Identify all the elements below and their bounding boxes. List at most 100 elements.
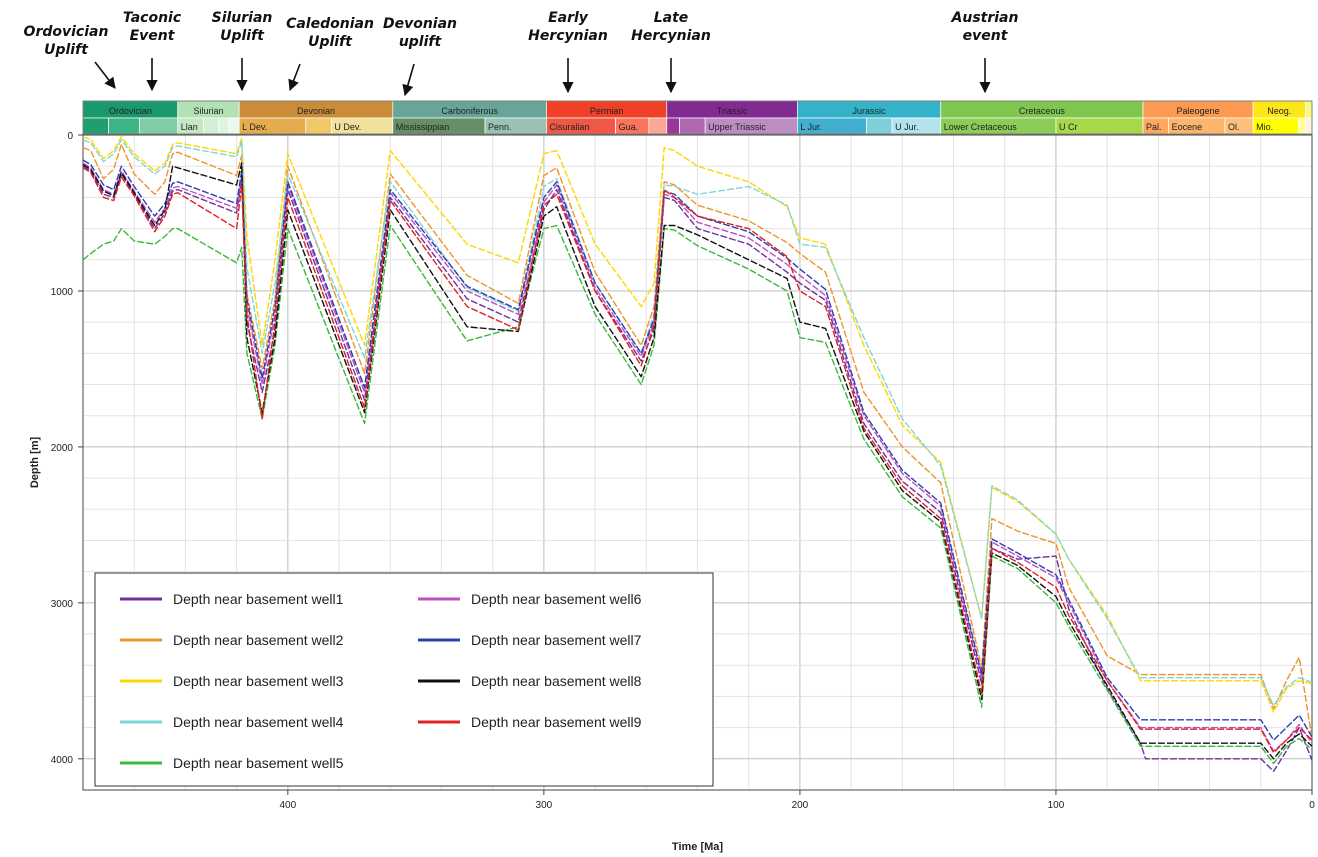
legend-label: Depth near basement well4: [173, 714, 344, 730]
ordovician-uplift-event: Ordovician Uplift: [24, 24, 116, 89]
epoch-label: Upper Triassic: [708, 122, 766, 132]
early-hercynian-event: Early Hercynian: [528, 10, 608, 94]
epoch-band: [866, 117, 893, 135]
epoch-label: L Dev.: [242, 122, 267, 132]
period-band: [1304, 100, 1313, 119]
austrian-event-event: Austrian event: [951, 10, 1019, 94]
epoch-label: Penn.: [488, 122, 512, 132]
series-line-well4: [82, 138, 1313, 707]
y-axis-title: Depth [m]: [29, 437, 41, 489]
epoch-band: [82, 117, 109, 135]
series-line-well9: [82, 167, 1313, 754]
event-label: event: [963, 28, 1009, 44]
event-arrow: [288, 63, 301, 92]
legend-item-well5: Depth near basement well5: [120, 755, 344, 771]
event-label: uplift: [399, 34, 443, 50]
series-line-well7: [82, 159, 1313, 741]
legend-label: Depth near basement well9: [471, 714, 642, 730]
y-tick-label: 4000: [51, 755, 74, 766]
epoch-band: [1304, 117, 1313, 135]
event-label: Caledonian: [286, 16, 374, 32]
epoch-band: [218, 117, 230, 135]
y-tick-label: 0: [67, 131, 73, 142]
legend-item-well3: Depth near basement well3: [120, 673, 344, 689]
period-label: Paleogene: [1177, 106, 1220, 116]
epoch-band: [108, 117, 140, 135]
event-label: Austrian: [951, 10, 1019, 26]
legend-label: Depth near basement well2: [173, 632, 344, 648]
series-line-well5: [82, 224, 1313, 765]
event-label: Hercynian: [528, 28, 608, 44]
legend-item-well1: Depth near basement well1: [120, 591, 344, 607]
x-tick-label: 0: [1309, 800, 1315, 811]
event-label: Devonian: [383, 16, 457, 32]
event-label: Event: [130, 28, 176, 44]
legend-label: Depth near basement well5: [173, 755, 344, 771]
period-label: Ordovician: [109, 106, 152, 116]
epoch-label: U Dev.: [334, 122, 361, 132]
series-line-well3: [82, 135, 1313, 713]
epoch-label: Cisuralian: [549, 122, 589, 132]
epoch-band: [202, 117, 220, 135]
legend-item-well4: Depth near basement well4: [120, 714, 344, 730]
epoch-band: [666, 117, 680, 135]
legend-label: Depth near basement well8: [471, 673, 642, 689]
legend-item-well8: Depth near basement well8: [418, 673, 642, 689]
epoch-label: Gua.: [619, 122, 639, 132]
epoch-band: [305, 117, 332, 135]
geologic-timescale: Ordovician Silurian Llan Devonian L Dev. U De…: [82, 100, 1313, 135]
legend-item-well6: Depth near basement well6: [418, 591, 642, 607]
x-tick-label: 200: [792, 800, 809, 811]
series-line-well6: [82, 162, 1313, 752]
period-label: Neog.: [1267, 106, 1291, 116]
legend-label: Depth near basement well3: [173, 673, 344, 689]
y-tick-label: 2000: [51, 443, 74, 454]
event-label: Late: [654, 10, 689, 26]
plot-frame: [82, 134, 1313, 791]
legend-item-well9: Depth near basement well9: [418, 714, 642, 730]
period-label: Carboniferous: [441, 106, 498, 116]
late-hercynian-event: Late Hercynian: [631, 10, 711, 94]
event-label: Silurian: [212, 10, 273, 26]
silurian-uplift-event: Silurian Uplift: [212, 10, 273, 92]
event-label: Early: [548, 10, 589, 26]
period-label: Cretaceous: [1019, 106, 1066, 116]
taconic-event-event: Taconic Event: [123, 10, 182, 92]
event-arrow: [94, 61, 116, 89]
x-axis-title: Time [Ma]: [672, 841, 723, 853]
epoch-band: [1298, 117, 1306, 135]
legend-label: Depth near basement well1: [173, 591, 344, 607]
x-tick-label: 400: [279, 800, 296, 811]
epoch-label: Ol.: [1228, 122, 1240, 132]
x-tick-label: 300: [536, 800, 553, 811]
y-tick-label: 3000: [51, 599, 74, 610]
epoch-band: [228, 117, 240, 135]
epoch-label: Eocene: [1172, 122, 1203, 132]
epoch-band: [679, 117, 706, 135]
series-line-well2: [82, 143, 1313, 739]
epoch-band: [648, 117, 668, 135]
period-label: Silurian: [193, 106, 223, 116]
event-label: Uplift: [308, 34, 353, 50]
legend-label: Depth near basement well7: [471, 632, 642, 648]
event-label: Uplift: [220, 28, 265, 44]
series-line-well1: [82, 165, 1313, 772]
geologic-events: Ordovician Uplift Taconic Event Silurian Upli…: [24, 10, 1019, 97]
epoch-label: Pal.: [1146, 122, 1162, 132]
epoch-label: Lower Cretaceous: [944, 122, 1018, 132]
period-label: Jurassic: [853, 106, 887, 116]
event-label: Hercynian: [631, 28, 711, 44]
legend-label: Depth near basement well6: [471, 591, 642, 607]
period-label: Permian: [590, 106, 624, 116]
devonian-uplift-event: Devonian uplift: [383, 16, 457, 97]
epoch-label: U Cr: [1059, 122, 1078, 132]
series-lines: [82, 135, 1313, 772]
legend: Depth near basement well1 Depth near base…: [94, 572, 714, 787]
epoch-label: L Jur.: [800, 122, 822, 132]
legend-box: [94, 572, 714, 787]
event-label: Taconic: [123, 10, 182, 26]
legend-item-well2: Depth near basement well2: [120, 632, 344, 648]
epoch-label: Llan: [181, 122, 198, 132]
caledonian-uplift-event: Caledonian Uplift: [286, 16, 374, 92]
